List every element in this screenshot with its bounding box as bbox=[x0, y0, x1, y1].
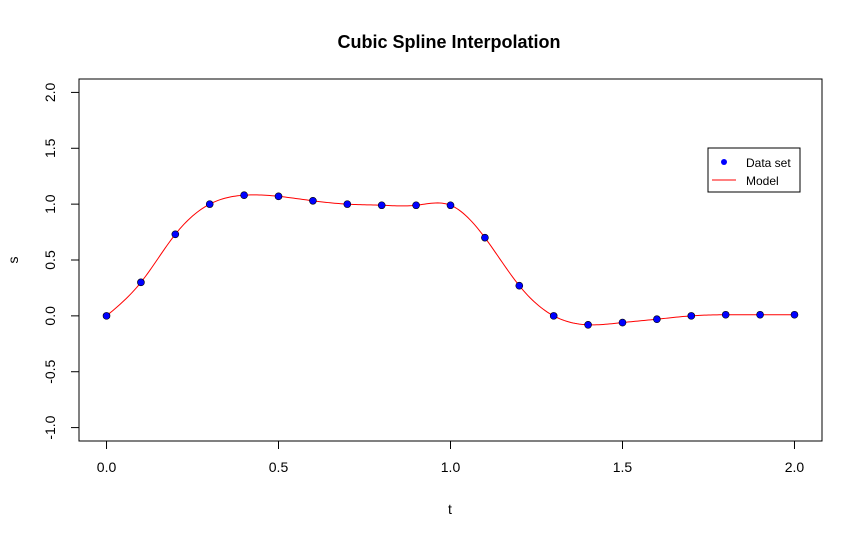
x-tick-label: 1.0 bbox=[441, 459, 461, 475]
legend-model-label: Model bbox=[746, 174, 779, 188]
chart-title: Cubic Spline Interpolation bbox=[337, 32, 560, 52]
data-point bbox=[137, 278, 145, 287]
data-point bbox=[274, 192, 283, 201]
data-point bbox=[549, 312, 558, 320]
legend: Data set Model bbox=[707, 147, 801, 193]
y-tick-label: 1.0 bbox=[42, 194, 58, 214]
x-axis: 0.0 0.5 1.0 1.5 2.0 bbox=[97, 440, 805, 475]
model-line bbox=[106, 194, 795, 326]
y-tick-label: 0.5 bbox=[42, 250, 58, 270]
y-axis-label: s bbox=[5, 257, 21, 264]
data-point bbox=[240, 191, 248, 199]
x-tick-label: 0.5 bbox=[269, 459, 289, 475]
data-point bbox=[790, 310, 799, 319]
y-tick-label: 0.0 bbox=[42, 306, 58, 326]
x-tick-label: 1.5 bbox=[613, 459, 633, 475]
data-point bbox=[343, 200, 352, 208]
data-point bbox=[309, 196, 317, 205]
legend-box bbox=[707, 147, 801, 193]
x-tick-label: 0.0 bbox=[97, 459, 117, 475]
data-points bbox=[102, 191, 799, 329]
data-point bbox=[584, 321, 592, 329]
data-point bbox=[481, 233, 489, 242]
plot-frame bbox=[78, 78, 823, 442]
data-point bbox=[102, 312, 111, 320]
data-point bbox=[446, 201, 455, 210]
data-point bbox=[412, 201, 420, 210]
y-tick-label: -0.5 bbox=[42, 359, 58, 383]
data-point bbox=[515, 281, 524, 290]
x-axis-label: t bbox=[448, 501, 452, 517]
data-point bbox=[618, 318, 627, 327]
y-tick-label: -1.0 bbox=[42, 415, 58, 439]
data-point bbox=[205, 200, 214, 208]
data-point bbox=[653, 315, 661, 324]
legend-data-set-label: Data set bbox=[746, 156, 791, 170]
y-tick-label: 1.5 bbox=[42, 138, 58, 158]
data-point bbox=[171, 230, 180, 239]
data-point bbox=[377, 201, 386, 210]
data-point bbox=[721, 310, 730, 319]
x-tick-label: 2.0 bbox=[785, 459, 805, 475]
y-tick-label: 2.0 bbox=[42, 82, 58, 102]
data-point bbox=[687, 312, 696, 320]
legend-data-set-marker bbox=[721, 159, 727, 165]
data-point bbox=[756, 310, 764, 319]
y-axis: -1.0 -0.5 0.0 0.5 1.0 1.5 2.0 bbox=[42, 82, 80, 440]
